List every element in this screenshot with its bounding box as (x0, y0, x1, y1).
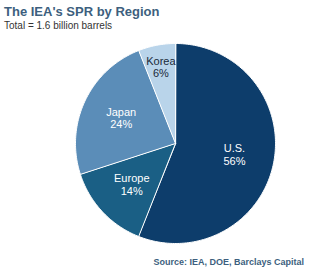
svg-text:Korea6%: Korea6% (146, 55, 176, 80)
html-text:Total = 1.6 billion barrels: Total = 1.6 billion barrels (4, 20, 113, 31)
svg-text:U.S.56%: U.S.56% (223, 142, 245, 167)
html-text:Source: IEA, DOE, Barclays Cap: Source: IEA, DOE, Barclays Capital (153, 257, 304, 267)
svg-text:Japan24%: Japan24% (106, 106, 136, 131)
html-text:The IEA's SPR by Region: The IEA's SPR by Region (4, 4, 160, 19)
svg-text:Europe14%: Europe14% (114, 172, 149, 197)
